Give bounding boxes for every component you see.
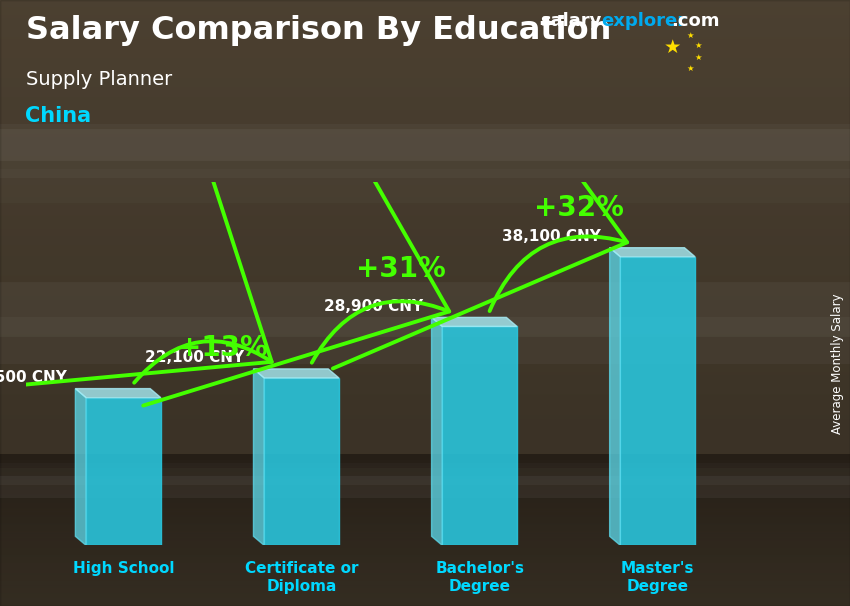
Text: +32%: +32% [535,195,624,222]
Text: 22,100 CNY: 22,100 CNY [145,350,245,365]
Bar [442,327,517,545]
Bar [86,398,161,545]
Polygon shape [609,248,620,545]
Text: Average Monthly Salary: Average Monthly Salary [830,293,844,434]
Bar [620,257,695,545]
Polygon shape [76,388,86,545]
Text: 38,100 CNY: 38,100 CNY [502,229,601,244]
Text: Supply Planner: Supply Planner [26,70,172,88]
Polygon shape [253,369,339,378]
Text: salary: salary [540,12,601,30]
Text: ★: ★ [694,53,702,62]
Text: ★: ★ [686,64,694,73]
Text: Salary Comparison By Education: Salary Comparison By Education [26,15,611,46]
FancyArrowPatch shape [0,58,272,391]
Text: 19,500 CNY: 19,500 CNY [0,370,66,385]
Text: .com: .com [671,12,719,30]
Bar [264,378,339,545]
Text: China: China [26,106,92,126]
Text: +13%: +13% [178,335,268,362]
Text: 28,900 CNY: 28,900 CNY [324,299,422,314]
FancyArrowPatch shape [144,33,450,405]
Polygon shape [432,318,442,545]
Polygon shape [432,318,517,327]
Text: ★: ★ [694,41,702,50]
Polygon shape [253,369,264,545]
Polygon shape [609,248,695,257]
Text: explorer: explorer [601,12,686,30]
Polygon shape [76,388,161,398]
Text: +31%: +31% [356,255,446,283]
Text: ★: ★ [686,31,694,40]
Text: ★: ★ [664,38,682,57]
FancyArrowPatch shape [333,0,627,368]
